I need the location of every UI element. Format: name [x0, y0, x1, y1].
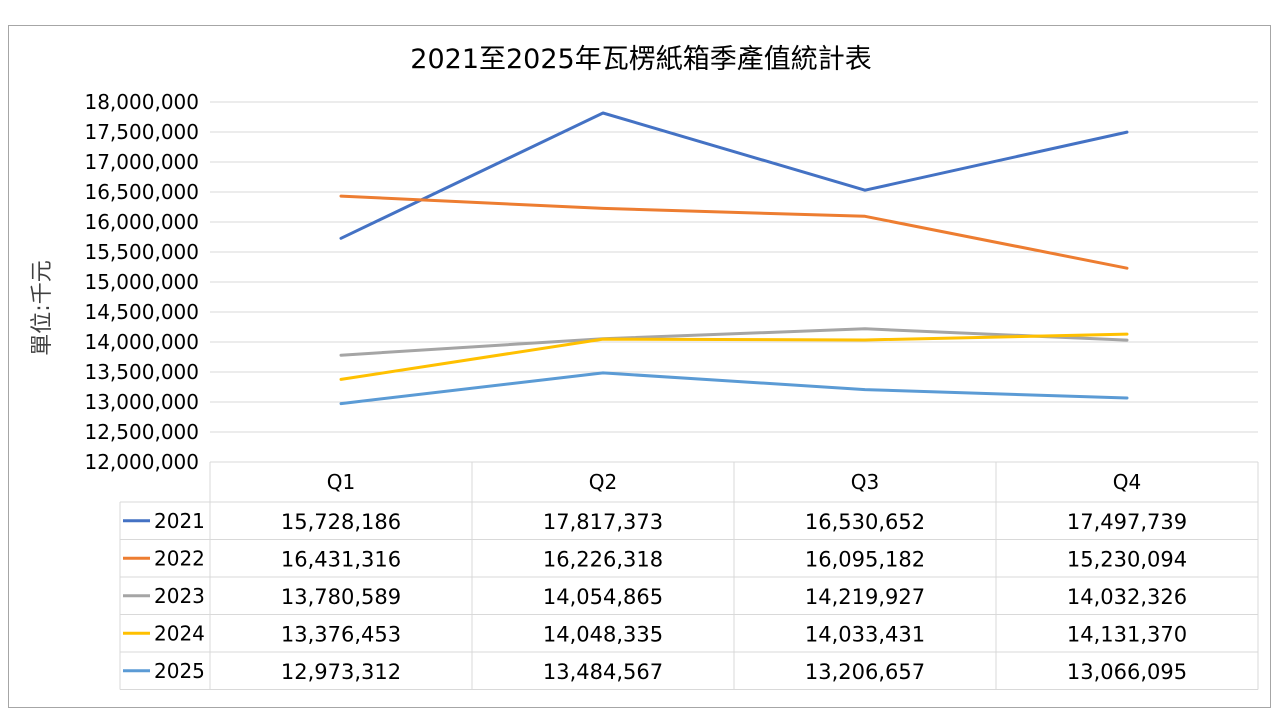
data-cell: 16,226,318 [543, 547, 663, 571]
category-label: Q4 [1113, 470, 1141, 494]
y-tick-label: 13,000,000 [84, 390, 199, 414]
legend-label: 2024 [154, 621, 205, 645]
y-axis-label: 單位:千元 [30, 260, 55, 355]
y-tick-label: 12,000,000 [84, 450, 199, 474]
data-cell: 13,376,453 [281, 622, 401, 646]
y-tick-label: 14,500,000 [84, 300, 199, 324]
data-cell: 14,033,431 [805, 622, 925, 646]
legend-label: 2025 [154, 659, 205, 683]
data-cell: 14,032,326 [1067, 585, 1187, 609]
category-label: Q2 [589, 470, 617, 494]
data-cell: 13,780,589 [281, 585, 401, 609]
data-cell: 16,530,652 [805, 510, 925, 534]
y-tick-label: 16,000,000 [84, 210, 199, 234]
y-tick-label: 15,500,000 [84, 240, 199, 264]
series-line-2023 [339, 327, 1129, 357]
data-cell: 15,230,094 [1067, 547, 1187, 571]
legend-label: 2022 [154, 546, 205, 570]
series-line-2025 [339, 371, 1129, 406]
data-cell: 17,497,739 [1067, 510, 1187, 534]
category-label: Q1 [327, 470, 355, 494]
data-cell: 14,054,865 [543, 585, 663, 609]
y-tick-label: 17,000,000 [84, 150, 199, 174]
data-cell: 15,728,186 [281, 510, 401, 534]
data-cell: 13,066,095 [1067, 660, 1187, 684]
line-chart: 2021至2025年瓦楞紙箱季產值統計表 單位:千元 12,000,00012,… [30, 44, 1259, 690]
y-tick-label: 18,000,000 [84, 90, 199, 114]
y-tick-label: 14,000,000 [84, 330, 199, 354]
data-cell: 14,219,927 [805, 585, 925, 609]
series-line-2021 [339, 111, 1129, 240]
y-tick-label: 16,500,000 [84, 180, 199, 204]
series-line-2022 [339, 194, 1129, 270]
series-line-2024 [339, 332, 1129, 381]
y-tick-label: 15,000,000 [84, 270, 199, 294]
y-tick-label: 12,500,000 [84, 420, 199, 444]
category-label: Q3 [851, 470, 879, 494]
data-cell: 14,131,370 [1067, 622, 1187, 646]
data-cell: 12,973,312 [281, 660, 401, 684]
y-tick-label: 13,500,000 [84, 360, 199, 384]
y-axis-ticks: 12,000,000 12,500,000 13,000,000 13,500,000… [84, 90, 199, 474]
data-cell: 17,817,373 [543, 510, 663, 534]
chart-title: 2021至2025年瓦楞紙箱季產值統計表 [410, 44, 871, 75]
chart-frame: 2021至2025年瓦楞紙箱季產值統計表 單位:千元 12,000,000 12,… [8, 25, 1271, 708]
data-cell: 13,484,567 [543, 660, 663, 684]
data-cell: 16,431,316 [281, 547, 401, 571]
data-table: Q1 Q2 Q3 Q4 2021 15,728,186 17,817,373 16,530,6… [119, 461, 1259, 690]
series-lines [339, 111, 1129, 406]
data-cell: 14,048,335 [543, 622, 663, 646]
data-cell: 13,206,657 [805, 660, 925, 684]
y-tick-label: 17,500,000 [84, 120, 199, 144]
legend-label: 2023 [154, 584, 205, 608]
data-cell: 16,095,182 [805, 547, 925, 571]
legend-label: 2021 [154, 509, 205, 533]
